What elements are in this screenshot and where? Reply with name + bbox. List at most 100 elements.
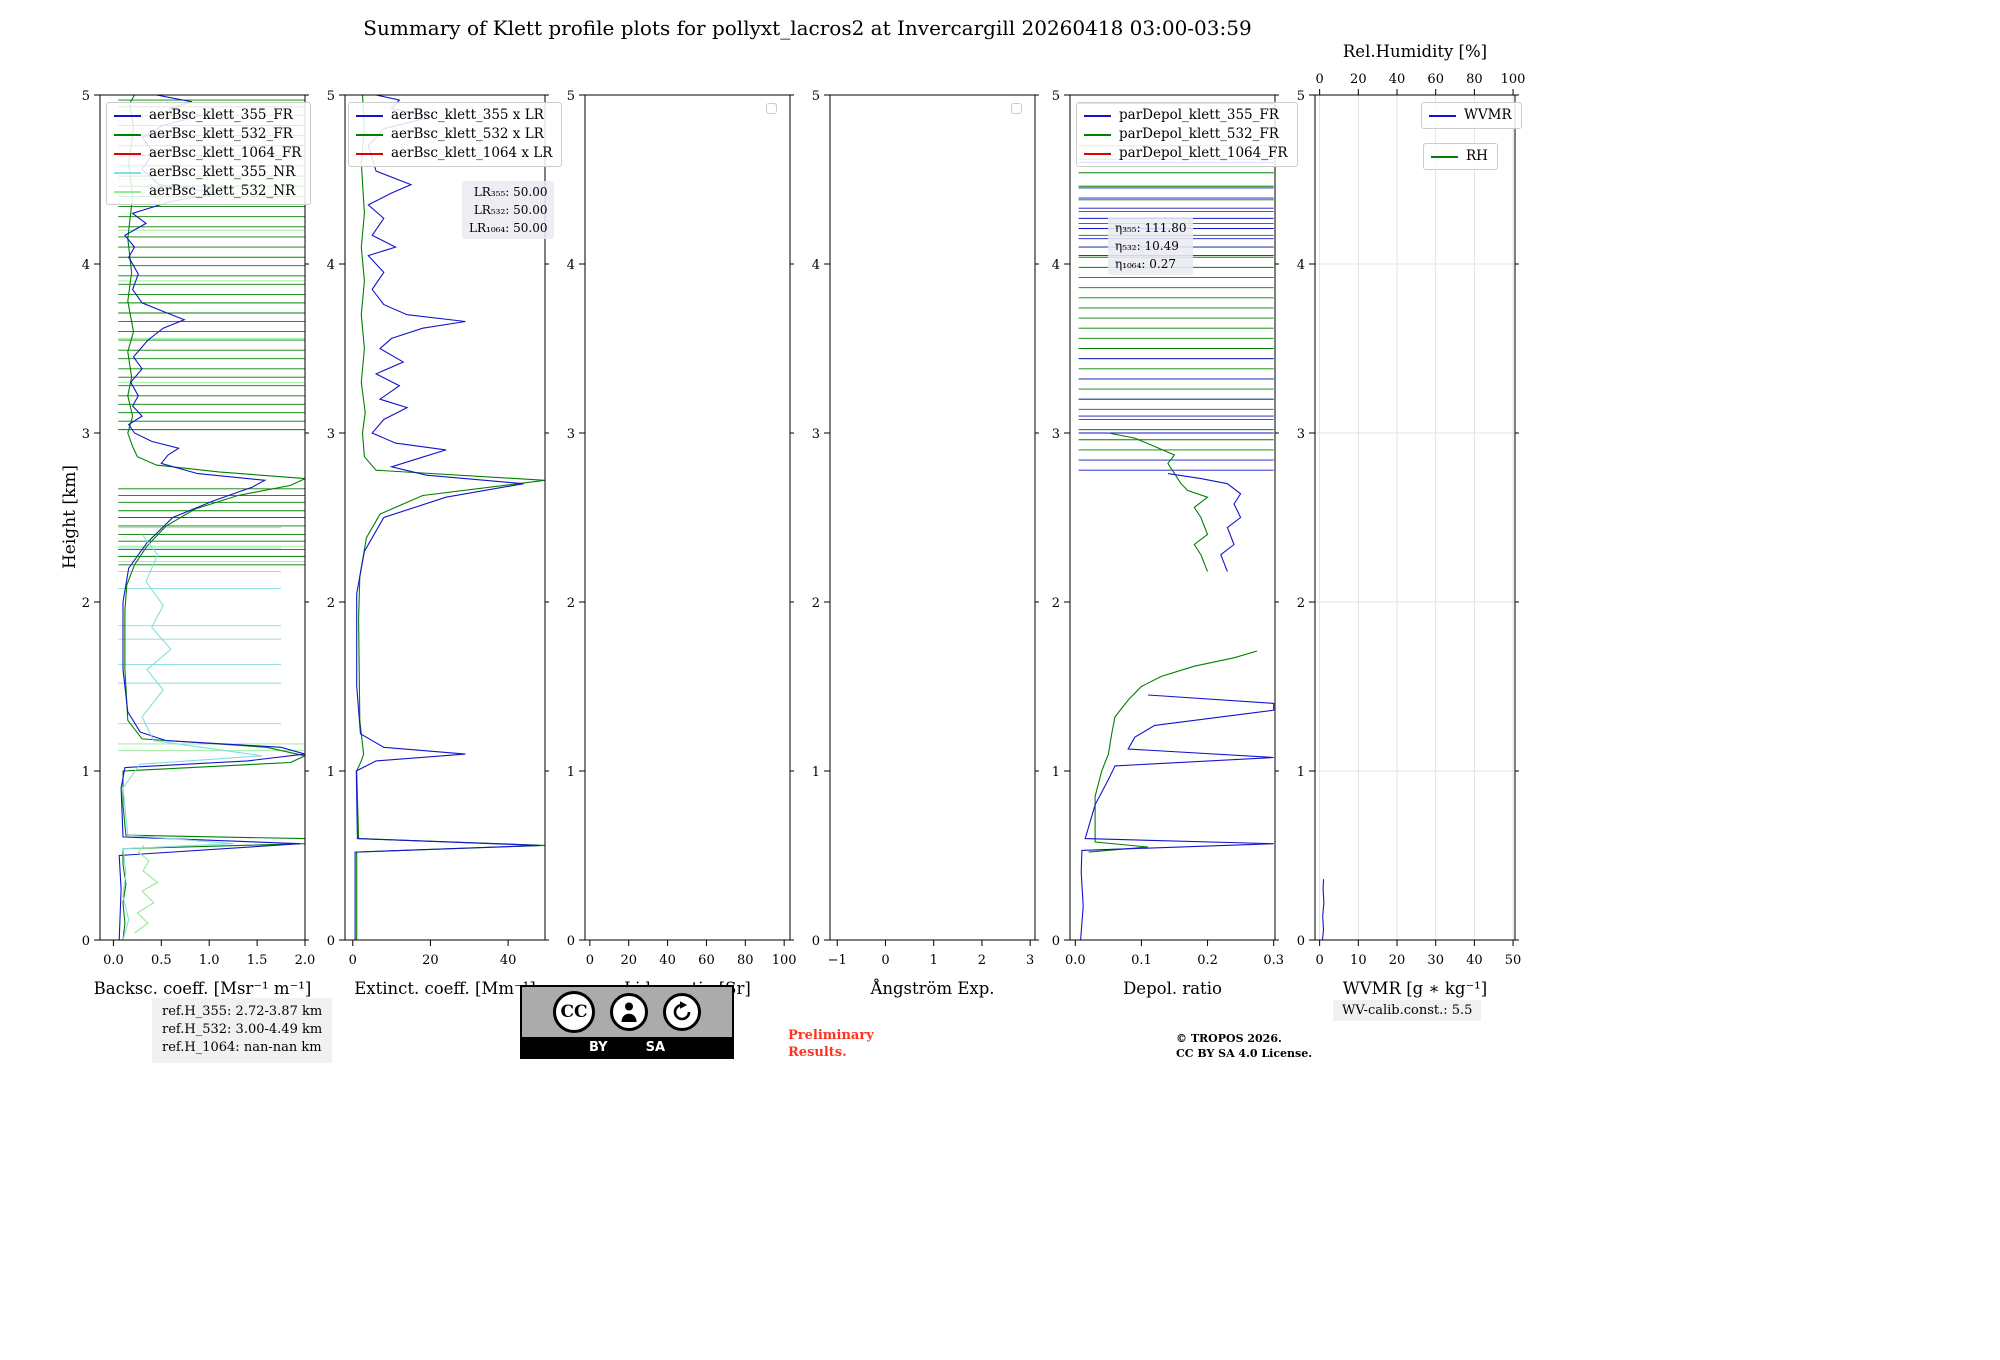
svg-text:5: 5 — [812, 89, 820, 104]
legend-label: RH — [1466, 148, 1488, 164]
tropos-credit: © TROPOS 2026. CC BY SA 4.0 License. — [1176, 1032, 1312, 1062]
legend-item: WVMR — [1429, 106, 1512, 125]
cc-icon-row: CC — [522, 987, 732, 1037]
legend-item: aerBsc_klett_1064_FR — [114, 144, 301, 163]
svg-text:2: 2 — [1297, 596, 1305, 611]
svg-text:5: 5 — [1297, 89, 1305, 104]
legend-label: aerBsc_klett_532_FR — [149, 126, 293, 142]
svg-text:Rel.Humidity [%]: Rel.Humidity [%] — [1343, 42, 1487, 61]
svg-text:4: 4 — [327, 258, 335, 273]
svg-text:60: 60 — [698, 953, 715, 968]
svg-text:1: 1 — [327, 765, 335, 780]
svg-text:0: 0 — [1316, 72, 1324, 87]
legend-item: aerBsc_klett_1064 x LR — [356, 144, 552, 163]
legend-line-swatch — [1084, 133, 1111, 136]
svg-text:3: 3 — [1026, 953, 1034, 968]
legend-item: RH — [1431, 147, 1488, 166]
svg-text:5: 5 — [567, 89, 575, 104]
by-label: BY — [588, 1039, 608, 1055]
svg-text:20: 20 — [620, 953, 637, 968]
circular-arrow-icon — [673, 1001, 691, 1021]
svg-text:3: 3 — [567, 427, 575, 442]
svg-text:0: 0 — [812, 934, 820, 949]
legend-label: parDepol_klett_532_FR — [1119, 126, 1279, 142]
svg-text:20: 20 — [1389, 953, 1406, 968]
svg-text:0: 0 — [881, 953, 889, 968]
svg-text:0.2: 0.2 — [1197, 953, 1218, 968]
wv-calib-note: WV-calib.const.: 5.5 — [1333, 1000, 1482, 1021]
svg-text:1: 1 — [567, 765, 575, 780]
svg-text:0: 0 — [586, 953, 594, 968]
svg-text:20: 20 — [422, 953, 439, 968]
svg-text:0: 0 — [567, 934, 575, 949]
svg-text:4: 4 — [812, 258, 820, 273]
svg-text:100: 100 — [772, 953, 797, 968]
legend-empty — [1011, 103, 1022, 114]
annotation-extinction: LR₃₅₅: 50.00 LR₅₃₂: 50.00 LR₁₀₆₄: 50.00 — [462, 181, 555, 239]
svg-text:1.0: 1.0 — [199, 953, 220, 968]
svg-text:3: 3 — [812, 427, 820, 442]
legend-item: aerBsc_klett_355_FR — [114, 106, 301, 125]
svg-text:1: 1 — [812, 765, 820, 780]
legend-label: aerBsc_klett_355_NR — [149, 164, 296, 180]
svg-text:4: 4 — [1297, 258, 1305, 273]
sa-label: SA — [645, 1039, 666, 1055]
legend-label: parDepol_klett_355_FR — [1119, 107, 1279, 123]
svg-text:60: 60 — [1427, 72, 1444, 87]
annotation-depol: η₃₅₅: 111.80 η₅₃₂: 10.49 η₁₀₆₄: 0.27 — [1108, 217, 1194, 275]
ref-line-1064: ref.H_1064: nan-nan km — [162, 1040, 322, 1056]
tropos-line1: © TROPOS 2026. — [1176, 1032, 1282, 1045]
svg-text:1: 1 — [1297, 765, 1305, 780]
legend-line-swatch — [1431, 155, 1458, 158]
svg-text:0.0: 0.0 — [1065, 953, 1086, 968]
svg-text:2: 2 — [978, 953, 986, 968]
svg-text:1: 1 — [82, 765, 90, 780]
legend-item: aerBsc_klett_355 x LR — [356, 106, 552, 125]
svg-text:40: 40 — [500, 953, 517, 968]
preliminary-note: Preliminary Results. — [788, 1028, 874, 1062]
svg-text:40: 40 — [1466, 953, 1483, 968]
attribution-person-icon — [610, 993, 648, 1031]
svg-text:10: 10 — [1350, 953, 1367, 968]
svg-text:1: 1 — [930, 953, 938, 968]
panel-backscatter: 0.0 0.5 1.0 1.5 2.0 0 1 2 3 4 5 Backsc. coeff. [Msr… — [82, 89, 316, 998]
svg-text:4: 4 — [567, 258, 575, 273]
svg-text:1.5: 1.5 — [247, 953, 268, 968]
legend-extinction: aerBsc_klett_355 x LR aerBsc_klett_532 x … — [348, 102, 563, 167]
cc-badge-bar: BY SA — [522, 1037, 732, 1057]
legend-line-swatch — [114, 171, 141, 174]
cc-icon: CC — [553, 991, 595, 1033]
svg-text:WVMR [g ∗ kg⁻¹]: WVMR [g ∗ kg⁻¹] — [1343, 979, 1487, 998]
svg-text:−1: −1 — [828, 953, 847, 968]
legend-line-swatch — [356, 152, 383, 155]
svg-text:3: 3 — [1297, 427, 1305, 442]
legend-item: parDepol_klett_355_FR — [1084, 106, 1288, 125]
panel-wvmr: 0 10 20 30 40 50 0 1 2 3 4 5 WVMR [g ∗ kg⁻¹] 0 20 40 60 8… — [1297, 42, 1526, 998]
svg-text:Depol. ratio: Depol. ratio — [1123, 979, 1222, 998]
cc-icon-text: CC — [560, 1002, 588, 1022]
annotation-line: η₃₅₅: 111.80 — [1115, 221, 1187, 235]
legend-line-swatch — [1429, 114, 1456, 117]
svg-text:2: 2 — [1052, 596, 1060, 611]
legend-item: parDepol_klett_532_FR — [1084, 125, 1288, 144]
svg-text:100: 100 — [1501, 72, 1526, 87]
legend-empty — [766, 103, 777, 114]
legend-line-swatch — [1084, 152, 1111, 155]
share-alike-icon — [663, 993, 701, 1031]
svg-text:Extinct. coeff. [Mm⁻¹]: Extinct. coeff. [Mm⁻¹] — [354, 979, 536, 998]
svg-text:50: 50 — [1505, 953, 1522, 968]
annotation-line: η₅₃₂: 10.49 — [1115, 239, 1179, 253]
figure-title: Summary of Klett profile plots for polly… — [363, 16, 1252, 40]
svg-text:Ångström Exp.: Ångström Exp. — [869, 978, 994, 998]
ref-line-355: ref.H_355: 2.72-3.87 km — [162, 1004, 323, 1019]
legend-line-swatch — [114, 190, 141, 193]
annotation-line: η₁₀₆₄: 0.27 — [1115, 257, 1177, 271]
ref-height-box: ref.H_355: 2.72-3.87 km ref.H_532: 3.00-… — [152, 998, 333, 1063]
legend-label: parDepol_klett_1064_FR — [1119, 145, 1288, 161]
legend-item: aerBsc_klett_532_FR — [114, 125, 301, 144]
annotation-line: LR₁₀₆₄: 50.00 — [469, 221, 548, 235]
legend-line-swatch — [114, 152, 141, 155]
svg-text:0: 0 — [1297, 934, 1305, 949]
